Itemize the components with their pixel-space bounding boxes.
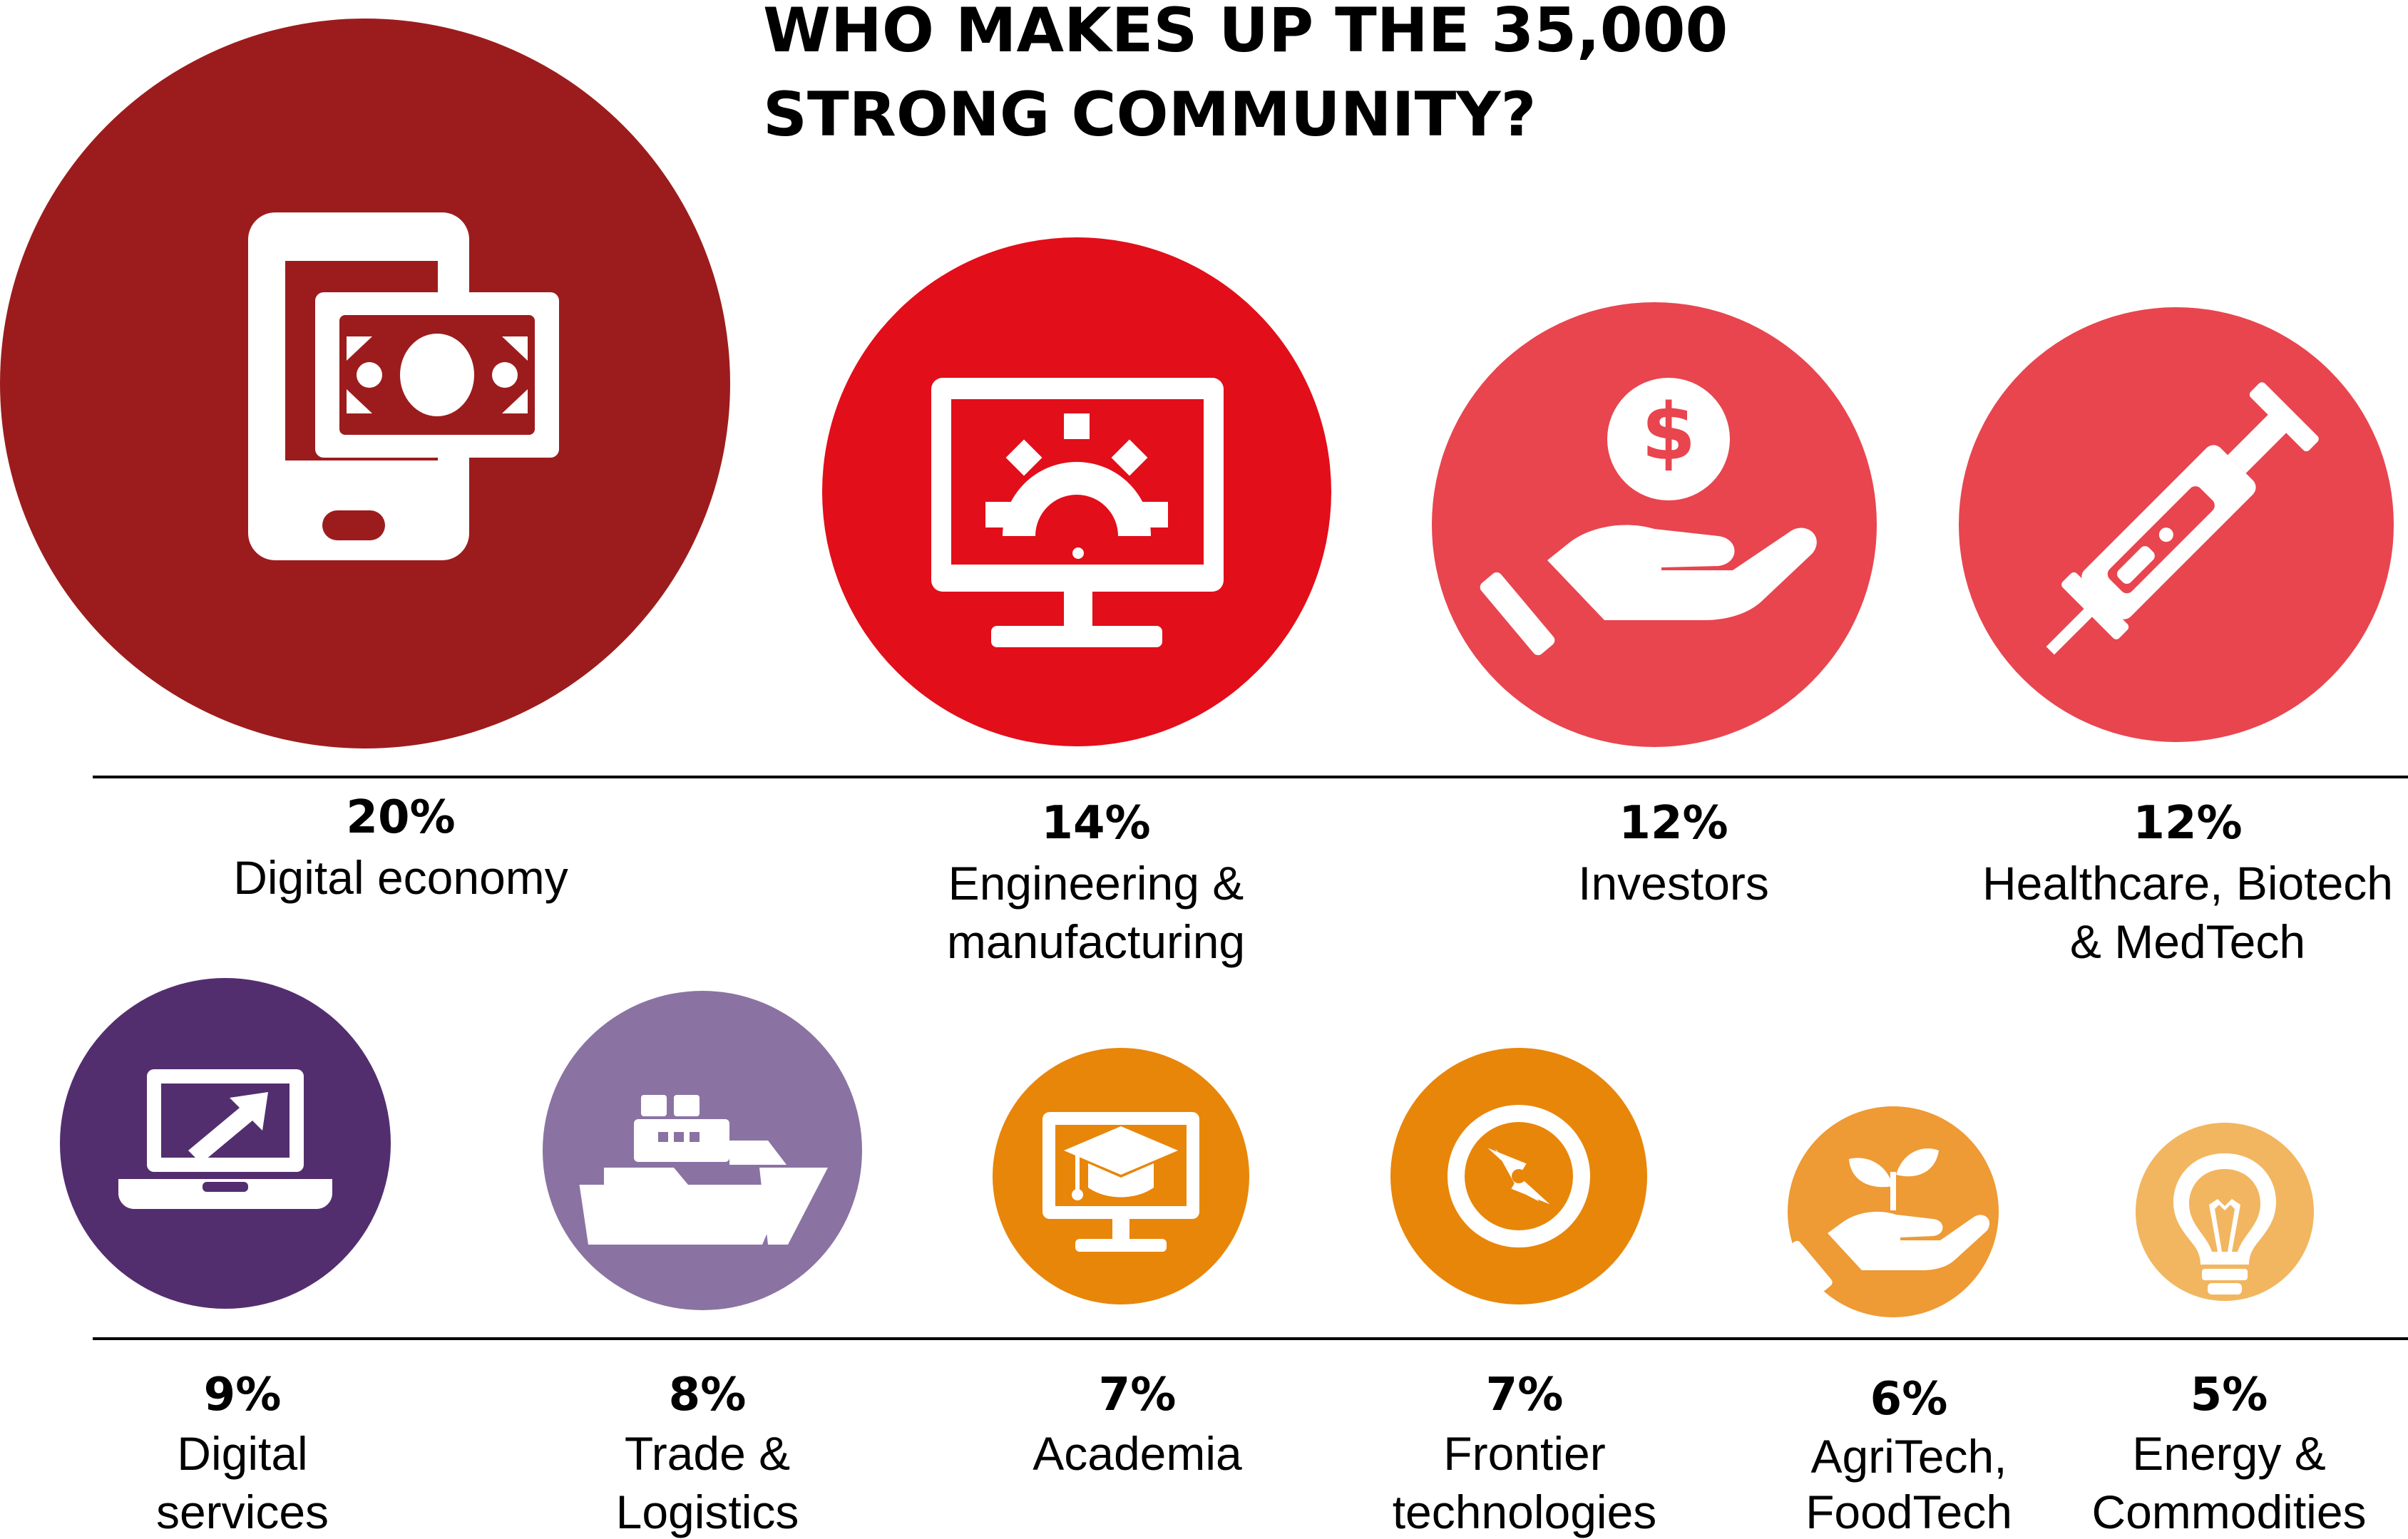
bubble-frontier-technologies: 7% Frontier technologies <box>1390 1048 1656 1538</box>
cargo-ship-icon <box>575 1095 828 1245</box>
bubble-label-line-1: Academia <box>1033 1427 1242 1480</box>
bubble-label-line-2: manufacturing <box>947 915 1245 968</box>
bubble-label-line-1: Digital <box>177 1427 307 1480</box>
bubble-label-line-1: Trade & <box>625 1427 790 1480</box>
bubble-pct-label: 8% <box>669 1369 747 1421</box>
bubble-label-line-1: Energy & <box>2132 1427 2325 1480</box>
bubble-pct-label: 7% <box>1099 1369 1177 1421</box>
bubble-digital-economy: 20% Digital economy <box>0 19 730 904</box>
bubble-label-line-1: Frontier <box>1443 1427 1605 1480</box>
chart-title-line-1: WHO MAKES UP THE 35,000 <box>763 0 1728 66</box>
bubble-pct-label: 12% <box>2133 797 2242 850</box>
smartphone-money-icon <box>248 212 559 560</box>
monitor-gear-icon <box>931 378 1224 647</box>
bubble-label-line-2: services <box>156 1486 329 1538</box>
bubble-label-line-1: Investors <box>1578 857 1769 910</box>
bubble-agritech-foodtech: 6% AgriTech, FoodTech <box>1787 1106 2012 1538</box>
bubble-label-line-1: Healthcare, Biotech <box>1982 857 2393 910</box>
bubble-label-line-2: & MedTech <box>2070 915 2305 968</box>
bubble-label-line-2: Logistics <box>616 1486 799 1538</box>
bubble-label-line-2: technologies <box>1393 1486 1657 1538</box>
bubble-pct-label: 12% <box>1619 797 1728 850</box>
bubble-label-line-1: AgriTech, <box>1810 1430 2007 1483</box>
bubble-pct-label: 5% <box>2191 1369 2268 1421</box>
bubble-circle <box>1432 302 1877 747</box>
bubble-pct-label: 6% <box>1870 1373 1948 1426</box>
bubble-academia: 7% Academia <box>993 1048 1249 1480</box>
bubble-label-line-1: Engineering & <box>948 857 1244 910</box>
compass-icon <box>1448 1105 1590 1247</box>
bubble-healthcare-biotech-medtech: 12% Healthcare, Biotech & MedTech <box>1959 307 2394 968</box>
chart-title-line-2: STRONG COMMUNITY? <box>763 79 1536 150</box>
bubble-label-line-2: FoodTech <box>1805 1486 2012 1538</box>
lightbulb-icon <box>2173 1153 2276 1294</box>
bubble-label-line-1: Digital economy <box>233 851 568 904</box>
bubble-energy-commodities: 5% Energy & Commodities <box>2091 1123 2367 1538</box>
hand-sprout-icon <box>1787 1148 1990 1292</box>
bubble-investors: $ 12% Investors <box>1432 302 1877 910</box>
bubble-digital-services: 9% Digital services <box>60 978 391 1538</box>
bubble-trade-logistics: 8% Trade & Logistics <box>543 991 862 1538</box>
bubble-pct-label: 9% <box>204 1369 282 1421</box>
laptop-arrow-icon <box>118 1069 332 1209</box>
bubble-engineering-manufacturing: 14% Engineering & manufacturing <box>822 237 1331 968</box>
monitor-graduation-cap-icon <box>1042 1112 1199 1252</box>
hand-dollar-icon: $ <box>1480 378 1817 656</box>
svg-text:$: $ <box>1641 386 1696 478</box>
bubble-pct-label: 14% <box>1041 797 1150 850</box>
bubble-label-line-2: Commodities <box>2091 1486 2366 1538</box>
bubble-pct-label: 20% <box>346 791 455 844</box>
syringe-icon <box>2046 382 2319 655</box>
bubble-pct-label: 7% <box>1486 1369 1564 1421</box>
